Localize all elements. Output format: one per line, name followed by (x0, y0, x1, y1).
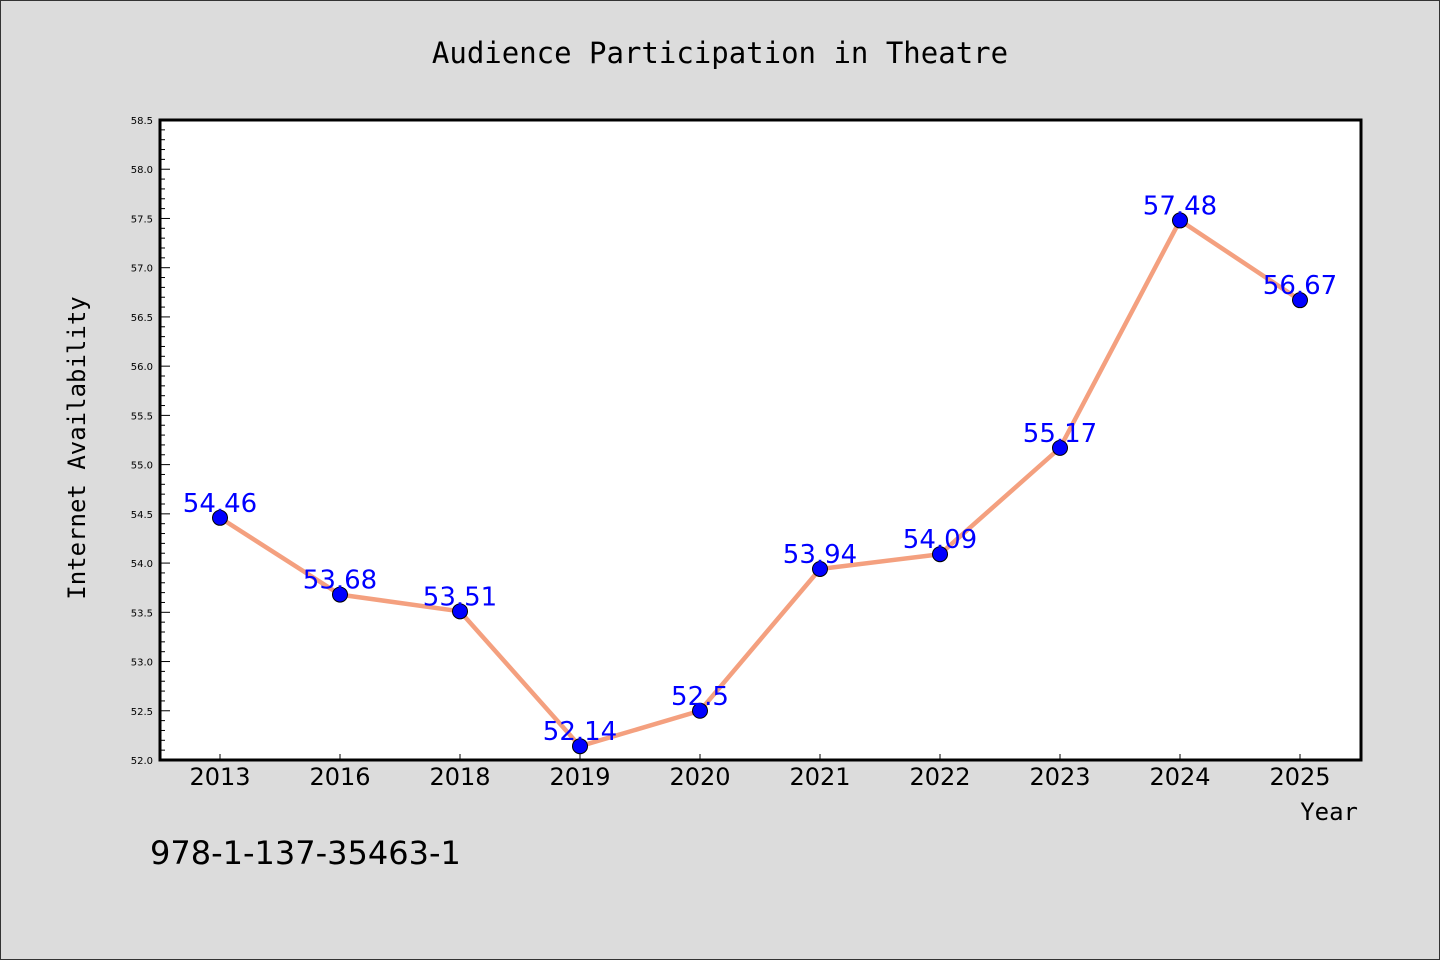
x-tick-label: 2023 (1029, 763, 1090, 791)
data-point (1052, 439, 1068, 456)
x-tick-label: 2019 (549, 763, 610, 791)
data-label: 57.48 (1143, 191, 1217, 221)
series-line (217, 218, 1303, 749)
y-axis-label: Internet Availability (63, 296, 91, 599)
y-tick-label: 55.0 (131, 461, 153, 472)
data-label: 53.94 (783, 540, 857, 570)
data-point (812, 560, 828, 577)
data-point (1292, 292, 1308, 309)
y-tick-label: 56.0 (131, 362, 153, 373)
x-tick-label: 2016 (309, 763, 370, 791)
x-tick-label: 2018 (429, 763, 490, 791)
data-label: 53.51 (423, 582, 497, 612)
y-tick-label: 58.5 (131, 116, 153, 127)
data-label: 54.46 (183, 489, 257, 519)
y-tick-label: 56.5 (131, 313, 153, 324)
data-point (692, 702, 708, 719)
data-label: 52.5 (671, 682, 729, 712)
data-point (572, 738, 588, 755)
y-axis: 52.0 52.5 53.0 53.5 54.0 54.5 55.0 55.5 56.0 56.5… (131, 116, 170, 767)
data-point (932, 546, 948, 563)
x-tick-label: 2021 (789, 763, 850, 791)
x-tick-label: 2024 (1149, 763, 1210, 791)
data-point (332, 586, 348, 603)
data-point (1172, 212, 1188, 229)
data-label: 54.09 (903, 525, 977, 555)
y-tick-label: 52.5 (131, 707, 153, 718)
y-tick-label: 57.0 (131, 264, 153, 275)
data-point (212, 509, 228, 526)
y-tick-label: 58.0 (131, 165, 153, 176)
data-labels: 54.46 53.68 53.51 52.14 52.5 53.94 54.09 55.17 5… (183, 191, 1337, 747)
y-tick-label: 54.0 (131, 559, 153, 570)
y-tick-label: 52.0 (131, 756, 153, 767)
x-axis: 2013 2016 2018 2019 2020 2021 2022 2023 2024 2025 (189, 754, 1331, 791)
data-label: 53.68 (303, 566, 377, 596)
x-tick-label: 2022 (909, 763, 970, 791)
plot-area (158, 118, 1363, 762)
data-label: 52.14 (543, 717, 617, 747)
isbn-footnote: 978-1-137-35463-1 (150, 834, 461, 872)
x-tick-label: 2013 (189, 763, 250, 791)
chart-title: Audience Participation in Theatre (432, 36, 1008, 70)
series-line-group (217, 218, 1303, 749)
y-tick-label: 53.0 (131, 658, 153, 669)
y-tick-label: 57.5 (131, 214, 153, 225)
data-label: 55.17 (1023, 419, 1097, 449)
x-tick-label: 2025 (1269, 763, 1330, 791)
data-markers (212, 212, 1308, 755)
x-tick-label: 2020 (669, 763, 730, 791)
y-tick-label: 53.5 (131, 608, 153, 619)
y-tick-label: 55.5 (131, 411, 153, 422)
data-point (452, 603, 468, 620)
y-tick-label: 54.5 (131, 510, 153, 521)
x-axis-label: Year (1300, 798, 1358, 826)
data-label: 56.67 (1263, 271, 1337, 301)
